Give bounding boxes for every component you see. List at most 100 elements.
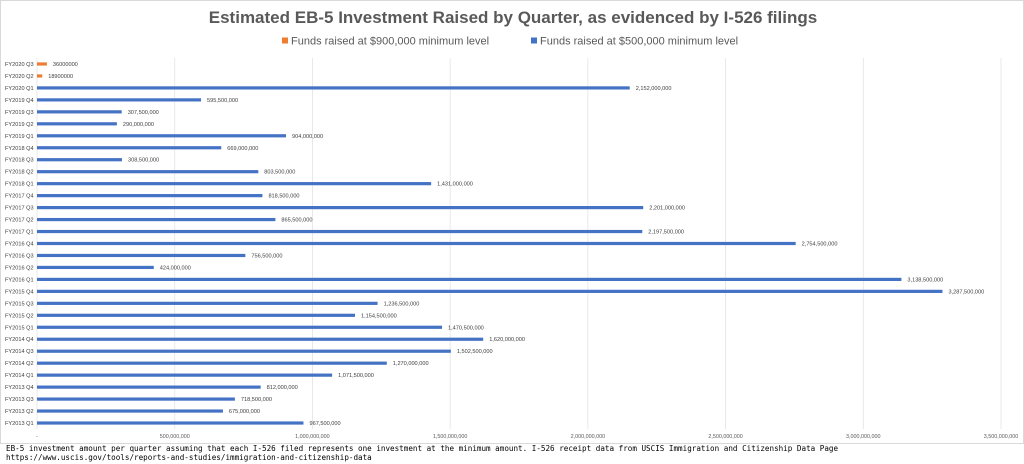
category-label: FY2020 Q1 <box>5 86 34 92</box>
data-label: 2,754,500,000 <box>802 242 838 248</box>
bar <box>37 397 235 401</box>
data-label: 1,270,000,000 <box>393 361 429 367</box>
x-tick-label: 1,000,000,000 <box>295 434 329 440</box>
category-label: FY2015 Q4 <box>5 289 34 295</box>
legend-swatch-0 <box>282 37 288 44</box>
bar <box>37 170 259 174</box>
category-label: FY2018 Q2 <box>5 170 34 176</box>
footer-description: EB-5 investment amount per quarter assum… <box>6 445 839 453</box>
data-label: 1,470,500,000 <box>448 325 484 331</box>
x-tick-label: 500,000,000 <box>160 434 190 440</box>
category-label: FY2019 Q1 <box>5 134 34 140</box>
data-label: 1,620,000,000 <box>489 337 525 343</box>
bar-chart: Estimated EB-5 Investment Raised by Quar… <box>5 8 1018 440</box>
bar <box>37 349 451 353</box>
bar <box>37 134 286 138</box>
x-tick-label: 3,000,000,000 <box>846 434 880 440</box>
category-label: FY2017 Q2 <box>5 218 34 224</box>
category-label: FY2018 Q4 <box>5 146 34 152</box>
data-label: 2,152,000,000 <box>636 86 672 92</box>
bar <box>37 265 154 270</box>
legend-swatch-1 <box>531 37 537 44</box>
bar <box>37 194 263 198</box>
category-label: FY2015 Q1 <box>5 325 34 331</box>
bar <box>37 409 223 413</box>
data-label: 290,000,000 <box>123 122 154 128</box>
data-label: 3,138,500,000 <box>907 277 943 283</box>
category-label: FY2014 Q4 <box>5 337 34 343</box>
x-tick-label: 3,500,000,000 <box>984 434 1018 440</box>
bar <box>37 385 261 389</box>
bar <box>37 217 276 222</box>
data-label: 1,071,500,000 <box>338 373 374 379</box>
x-tick-label: 1,500,000,000 <box>433 434 467 440</box>
data-label: 803,500,000 <box>264 170 295 176</box>
category-label: FY2018 Q3 <box>5 158 34 164</box>
data-label: 18900000 <box>48 74 73 80</box>
data-label: 1,236,500,000 <box>384 301 420 307</box>
data-label: 595,500,000 <box>207 98 238 104</box>
bar <box>37 62 47 66</box>
data-label: 1,154,500,000 <box>361 313 397 319</box>
x-tick-label: 2,500,000,000 <box>708 434 742 440</box>
x-axis: - 500,000,000 1,000,000,000 1,500,000,000 2,… <box>36 434 1018 440</box>
bar <box>37 289 943 293</box>
bar <box>37 182 432 186</box>
chart-title: Estimated EB-5 Investment Raised by Quar… <box>209 8 817 27</box>
data-label: 675,000,000 <box>229 409 260 415</box>
category-label: FY2013 Q4 <box>5 385 34 391</box>
bar <box>37 337 484 341</box>
category-label: FY2015 Q2 <box>5 313 34 319</box>
data-label: 308,500,000 <box>128 158 159 164</box>
bar <box>37 301 378 305</box>
bar <box>37 373 333 377</box>
category-label: FY2019 Q4 <box>5 98 34 104</box>
legend: Funds raised at $900,000 minimum level Fu… <box>282 36 738 48</box>
category-label: FY2016 Q2 <box>5 265 34 271</box>
category-label: FY2013 Q3 <box>5 397 34 403</box>
category-label: FY2020 Q3 <box>5 62 34 68</box>
data-label: 307,500,000 <box>128 110 159 116</box>
category-label: FY2014 Q3 <box>5 349 34 355</box>
data-label: 36000000 <box>53 62 78 68</box>
category-label: FY2013 Q2 <box>5 409 34 415</box>
category-label: FY2017 Q1 <box>5 230 34 236</box>
bar <box>37 86 630 90</box>
bar <box>37 110 122 114</box>
data-label: 818,500,000 <box>268 194 299 200</box>
bar <box>37 313 355 317</box>
category-label: FY2015 Q3 <box>5 301 34 307</box>
category-label: FY2016 Q3 <box>5 253 34 259</box>
data-label: 756,500,000 <box>251 253 282 259</box>
footer-source-link[interactable]: https://www.uscis.gov/tools/reports-and-… <box>6 453 372 462</box>
data-label: 2,201,000,000 <box>649 206 685 212</box>
legend-label-0: Funds raised at $900,000 minimum level <box>291 36 489 48</box>
bar <box>37 361 387 365</box>
bar <box>37 253 246 258</box>
data-label: 1,431,000,000 <box>437 182 473 188</box>
footer-note: EB-5 investment amount per quarter assum… <box>6 445 1016 462</box>
data-label: 1,502,500,000 <box>457 349 493 355</box>
category-label: FY2016 Q4 <box>5 242 34 248</box>
category-label: FY2016 Q1 <box>5 277 34 283</box>
bar <box>37 421 304 425</box>
data-label: 865,500,000 <box>281 218 312 224</box>
bar <box>37 98 202 102</box>
data-label: 2,197,500,000 <box>648 230 684 236</box>
bar <box>37 146 222 150</box>
category-label: FY2019 Q2 <box>5 122 34 128</box>
data-label: 904,000,000 <box>292 134 323 140</box>
bar <box>37 325 443 329</box>
data-label: 967,500,000 <box>309 421 340 427</box>
data-label: 669,000,000 <box>227 146 258 152</box>
data-label: 812,000,000 <box>267 385 298 391</box>
category-label: FY2013 Q1 <box>5 421 34 427</box>
legend-label-1: Funds raised at $500,000 minimum level <box>540 36 738 48</box>
chart-frame: Estimated EB-5 Investment Raised by Quar… <box>0 0 1024 444</box>
bar <box>37 74 43 78</box>
bar <box>37 277 902 282</box>
category-label: FY2017 Q4 <box>5 194 34 200</box>
data-label: 424,000,000 <box>160 265 191 271</box>
bar <box>37 122 117 126</box>
category-label: FY2019 Q3 <box>5 110 34 116</box>
